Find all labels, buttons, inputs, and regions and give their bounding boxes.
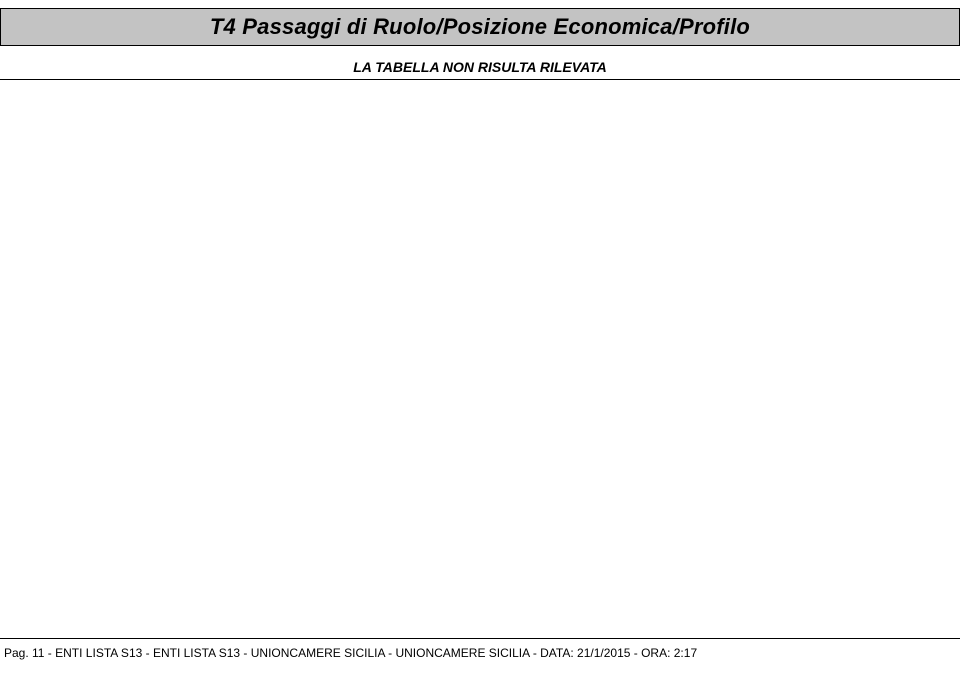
title-band: T4 Passaggi di Ruolo/Posizione Economica… bbox=[0, 8, 960, 46]
footer-rule bbox=[0, 638, 960, 639]
page-title: T4 Passaggi di Ruolo/Posizione Economica… bbox=[210, 14, 750, 40]
subtitle-row: LA TABELLA NON RISULTA RILEVATA bbox=[0, 56, 960, 80]
subtitle-text: LA TABELLA NON RISULTA RILEVATA bbox=[353, 59, 607, 75]
footer-text: Pag. 11 - ENTI LISTA S13 - ENTI LISTA S1… bbox=[0, 646, 960, 660]
